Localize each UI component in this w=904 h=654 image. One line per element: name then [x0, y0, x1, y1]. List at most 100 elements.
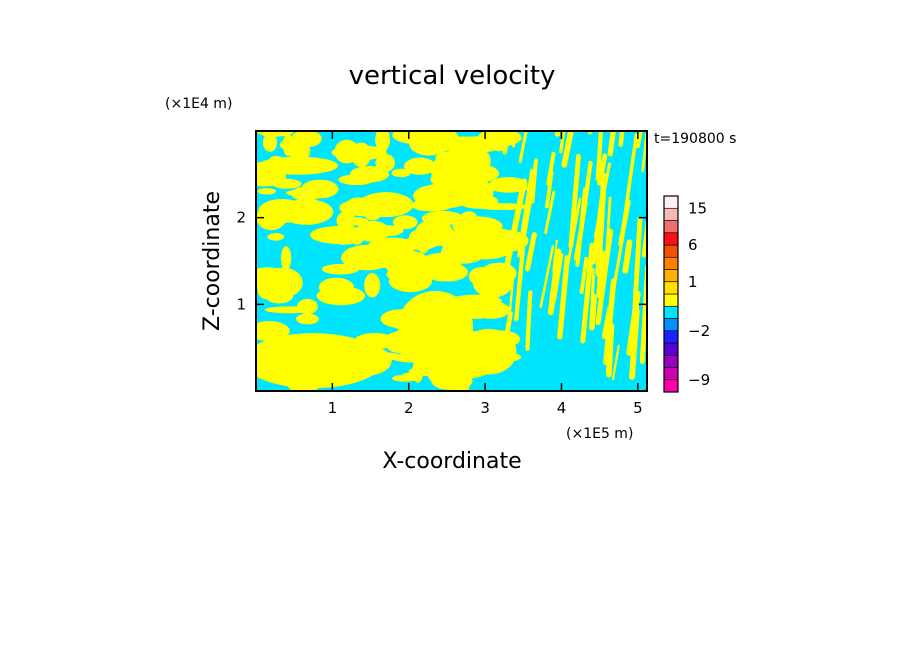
positive-patch: [291, 186, 322, 202]
y-axis-label: Z-coordinate: [200, 191, 225, 331]
x-tick-label: 3: [480, 399, 490, 417]
positive-patch: [430, 169, 477, 189]
positive-patch: [424, 254, 462, 275]
positive-patch: [384, 330, 422, 354]
colorbar-level: [663, 342, 679, 356]
colorbar-level: [663, 354, 679, 368]
positive-patch: [403, 236, 438, 251]
positive-patch: [279, 138, 311, 152]
positive-patch: [427, 365, 463, 385]
positive-patch: [338, 174, 375, 186]
wave-streak: [502, 178, 527, 278]
wave-streak: [561, 131, 574, 168]
colorbar-level: [663, 195, 679, 209]
wave-streak: [579, 256, 589, 295]
colorbar-level: [663, 305, 679, 319]
wave-streaks: [502, 131, 647, 381]
wave-streak: [521, 158, 538, 243]
wave-streak: [575, 187, 587, 267]
colorbar-tick-label: 15: [688, 199, 707, 217]
colorbar-level: [663, 367, 679, 381]
positive-region: [341, 345, 392, 376]
x-tick-label: 4: [557, 399, 567, 417]
wave-streak: [607, 131, 616, 157]
wave-streak: [597, 153, 608, 186]
positive-patch: [401, 275, 431, 282]
wave-streak: [622, 239, 633, 274]
positive-patch: [392, 215, 418, 230]
wave-streak: [587, 131, 593, 135]
wave-streak: [611, 345, 620, 381]
positive-patch: [371, 225, 404, 237]
wave-streak: [595, 131, 604, 182]
positive-patch: [281, 246, 292, 271]
positive-patch: [390, 313, 440, 332]
positive-patch: [375, 158, 389, 167]
colorbar-level: [663, 281, 679, 295]
positive-patch: [297, 298, 318, 315]
wave-streak: [595, 172, 607, 277]
positive-patch: [256, 321, 290, 342]
wave-streak: [590, 268, 595, 303]
colorbar-level: [663, 269, 679, 283]
colorbar-level: [663, 293, 679, 307]
positive-patch: [341, 217, 369, 226]
positive-patch: [488, 230, 529, 252]
wave-streak: [502, 131, 512, 155]
wave-streak: [559, 131, 566, 154]
colorbar-level: [663, 318, 679, 332]
wave-streak: [589, 293, 598, 331]
positive-patch: [448, 294, 502, 307]
positive-patch: [364, 273, 381, 298]
wave-streak: [632, 217, 643, 309]
positive-patch: [262, 133, 278, 152]
positive-patch: [437, 189, 488, 197]
positive-patch: [361, 352, 402, 361]
positive-patch: [466, 333, 486, 352]
wave-streak: [518, 131, 528, 163]
positive-patch: [455, 136, 499, 149]
positive-patch: [256, 365, 268, 376]
positive-patch: [391, 168, 411, 178]
x-axis-unit: (×1E5 m): [566, 426, 633, 442]
positive-velocity-regions: [256, 131, 529, 391]
positive-patch: [469, 351, 522, 363]
wave-streak: [620, 133, 639, 234]
positive-patch: [257, 188, 277, 195]
wave-streak: [605, 322, 615, 378]
time-label: t=190800 s: [654, 131, 736, 147]
positive-patch: [259, 203, 297, 218]
positive-patch: [362, 196, 384, 221]
positive-patch: [296, 347, 343, 361]
positive-patch: [480, 262, 517, 285]
colorbar-level: [663, 256, 679, 270]
positive-patch: [474, 203, 529, 211]
colorbar-frame: [663, 195, 679, 393]
positive-patch: [408, 131, 450, 156]
positive-patch: [269, 156, 284, 163]
positive-patch: [316, 286, 365, 306]
colorbar-level: [663, 207, 679, 221]
wave-streak: [557, 254, 570, 340]
wave-streak: [544, 190, 556, 234]
colorbar-level: [663, 220, 679, 234]
positive-patch: [375, 131, 390, 152]
wave-streak: [525, 290, 533, 351]
wave-streak: [636, 131, 643, 149]
wave-streak: [554, 131, 561, 137]
colorbar-tick-label: 6: [688, 236, 698, 254]
colorbar-tick-label: −2: [688, 322, 710, 340]
colorbar: 15 6 1 −2 −9: [663, 195, 710, 393]
colorbar-level: [663, 330, 679, 344]
wave-streak: [520, 168, 533, 233]
positive-patch: [487, 308, 506, 318]
x-tick-label: 1: [328, 399, 338, 417]
wave-streak: [507, 268, 515, 329]
positive-patch: [256, 267, 291, 290]
wave-streak: [568, 153, 581, 249]
positive-patch: [489, 177, 528, 192]
colorbar-level: [663, 232, 679, 246]
colorbar-level: [663, 244, 679, 258]
positive-patch: [270, 343, 293, 356]
